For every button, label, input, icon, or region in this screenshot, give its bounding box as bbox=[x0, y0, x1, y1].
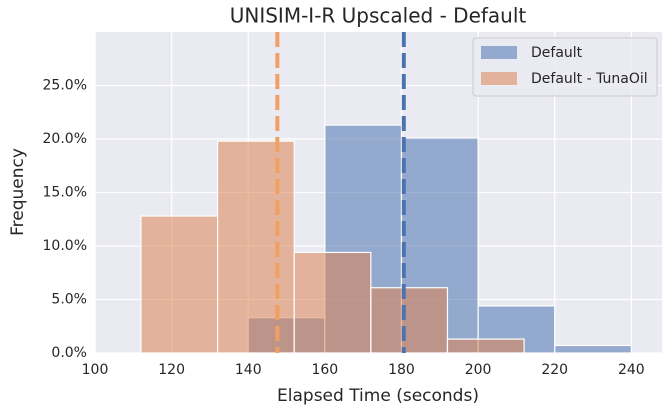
x-tick-label: 120 bbox=[158, 362, 185, 378]
histogram-bar bbox=[140, 215, 219, 354]
x-axis-label: Elapsed Time (seconds) bbox=[277, 386, 479, 406]
legend-box bbox=[472, 37, 658, 97]
histogram-bar bbox=[446, 338, 525, 354]
y-tick-label: 20.0% bbox=[43, 131, 87, 147]
x-tick-label: 240 bbox=[618, 362, 645, 378]
legend-swatch bbox=[481, 46, 517, 59]
legend-swatch bbox=[481, 72, 517, 85]
histogram-bar bbox=[370, 287, 449, 354]
x-tick-label: 160 bbox=[311, 362, 338, 378]
y-tick-label: 10.0% bbox=[43, 238, 87, 254]
x-tick-label: 220 bbox=[541, 362, 568, 378]
x-tick-label: 200 bbox=[465, 362, 492, 378]
y-tick-label: 25.0% bbox=[43, 78, 87, 94]
histogram-bar bbox=[293, 251, 372, 354]
legend-label: Default - TunaOil bbox=[531, 71, 648, 87]
y-axis-label: Frequency bbox=[8, 148, 28, 236]
x-tick-label: 180 bbox=[388, 362, 415, 378]
histogram-bar bbox=[216, 140, 295, 354]
x-tick-label: 100 bbox=[82, 362, 109, 378]
y-tick-label: 5.0% bbox=[51, 292, 87, 308]
y-tick-label: 15.0% bbox=[43, 185, 87, 201]
legend-label: Default bbox=[531, 45, 583, 61]
chart-title: UNISIM-I-R Upscaled - Default bbox=[230, 4, 527, 28]
x-tick-label: 140 bbox=[235, 362, 262, 378]
histogram-bar bbox=[554, 344, 632, 354]
y-tick-label: 0.0% bbox=[51, 345, 87, 361]
